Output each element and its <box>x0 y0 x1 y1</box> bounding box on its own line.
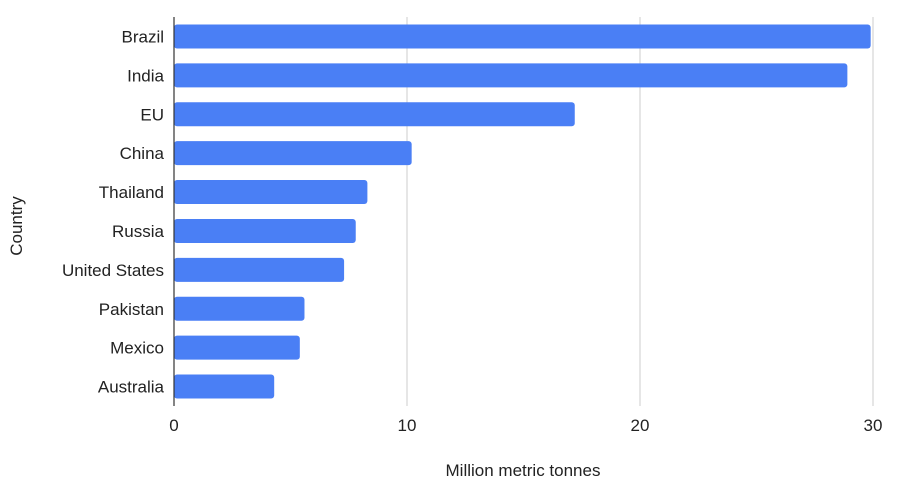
x-axis-title: Million metric tonnes <box>446 461 601 480</box>
bar-china <box>174 141 412 166</box>
category-label: China <box>120 144 165 163</box>
bar-brazil <box>174 24 871 49</box>
category-label: Thailand <box>99 183 164 202</box>
bar-mexico <box>174 335 300 360</box>
bars <box>174 24 871 399</box>
bar-eu <box>174 102 575 127</box>
x-tick-label: 10 <box>398 416 417 435</box>
y-axis-title: Country <box>7 196 26 256</box>
category-label: Pakistan <box>99 300 164 319</box>
category-label: United States <box>62 261 164 280</box>
x-tick-labels: 0 10 20 30 <box>169 416 882 435</box>
x-tick-label: 30 <box>864 416 883 435</box>
category-label: Australia <box>98 378 165 397</box>
bar-australia <box>174 374 275 399</box>
bar-thailand <box>174 180 368 205</box>
category-label: Brazil <box>121 27 164 46</box>
bar-pakistan <box>174 296 305 321</box>
category-label: Mexico <box>110 339 164 358</box>
bar-united-states <box>174 257 345 282</box>
bar-india <box>174 63 848 88</box>
bar-russia <box>174 218 356 243</box>
category-label: India <box>127 66 164 85</box>
x-tick-label: 0 <box>169 416 178 435</box>
category-label: EU <box>140 105 164 124</box>
category-labels: Brazil India EU China Thailand Russia United S… <box>62 27 165 396</box>
category-label: Russia <box>112 222 165 241</box>
x-tick-label: 20 <box>631 416 650 435</box>
